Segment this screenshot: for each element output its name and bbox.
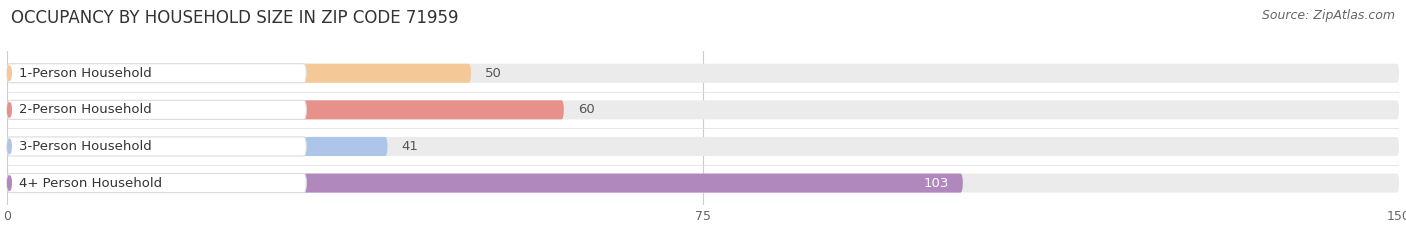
FancyBboxPatch shape (7, 137, 1399, 156)
Text: 1-Person Household: 1-Person Household (18, 67, 152, 80)
Text: 50: 50 (485, 67, 502, 80)
FancyBboxPatch shape (7, 137, 388, 156)
FancyBboxPatch shape (7, 64, 1399, 83)
Text: 41: 41 (402, 140, 419, 153)
FancyBboxPatch shape (7, 174, 963, 193)
Text: 103: 103 (924, 177, 949, 190)
Text: OCCUPANCY BY HOUSEHOLD SIZE IN ZIP CODE 71959: OCCUPANCY BY HOUSEHOLD SIZE IN ZIP CODE … (11, 9, 458, 27)
Text: Source: ZipAtlas.com: Source: ZipAtlas.com (1261, 9, 1395, 22)
FancyBboxPatch shape (7, 64, 307, 83)
FancyBboxPatch shape (7, 174, 307, 193)
Circle shape (7, 103, 11, 117)
Text: 3-Person Household: 3-Person Household (18, 140, 152, 153)
Circle shape (7, 66, 11, 80)
FancyBboxPatch shape (7, 137, 307, 156)
FancyBboxPatch shape (7, 100, 564, 119)
Text: 60: 60 (578, 103, 595, 116)
Text: 2-Person Household: 2-Person Household (18, 103, 152, 116)
Circle shape (7, 176, 11, 190)
FancyBboxPatch shape (7, 174, 1399, 193)
FancyBboxPatch shape (7, 64, 471, 83)
Circle shape (7, 139, 11, 154)
FancyBboxPatch shape (7, 100, 307, 119)
FancyBboxPatch shape (7, 100, 1399, 119)
Text: 4+ Person Household: 4+ Person Household (18, 177, 162, 190)
